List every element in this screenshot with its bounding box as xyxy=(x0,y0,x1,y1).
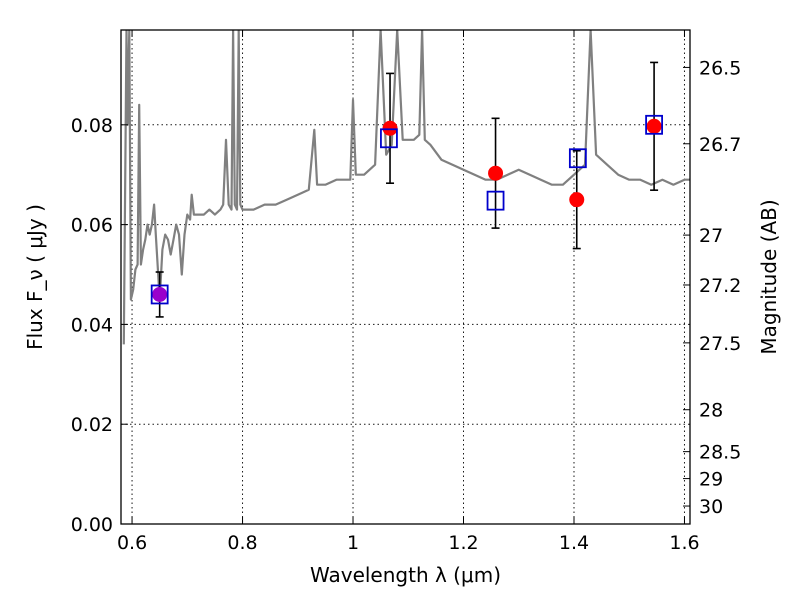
right-tick-label: 27 xyxy=(699,225,723,247)
right-tick-label: 26.5 xyxy=(699,57,741,79)
model-point xyxy=(568,148,587,169)
ticks: 0.6 0.8 1 1.2 1.4 1.6 0.00 0.02 0.04 0.06 0.08 26.5… xyxy=(71,30,741,554)
plot-frame xyxy=(120,29,691,525)
right-tick-label: 27.5 xyxy=(699,333,741,355)
model-point xyxy=(150,284,169,305)
observed-point xyxy=(382,120,398,136)
spectrum-line xyxy=(122,30,690,345)
data-points xyxy=(150,61,663,318)
right-tick-label: 27.2 xyxy=(699,275,741,297)
right-tick-label: 29 xyxy=(699,469,723,491)
x-tick-label: 1.6 xyxy=(669,532,699,554)
right-tick-label: 28 xyxy=(699,400,723,422)
x-tick-label: 1.4 xyxy=(559,532,589,554)
y-axis-label: Flux F_ν ( μJy ) xyxy=(23,204,47,350)
y-tick-label: 0.04 xyxy=(71,314,113,336)
grid xyxy=(121,30,690,524)
spectrum-path xyxy=(122,30,690,345)
y-tick-label: 0.06 xyxy=(71,215,113,237)
y-tick-label: 0.00 xyxy=(71,514,113,536)
right-axis-label: Magnitude (AB) xyxy=(757,199,781,354)
x-tick-label: 0.8 xyxy=(227,532,257,554)
right-tick-label: 28.5 xyxy=(699,442,741,464)
model-point xyxy=(645,114,663,135)
right-tick-label: 30 xyxy=(699,496,723,518)
observed-point xyxy=(646,118,662,134)
model-point xyxy=(380,128,398,149)
y-tick-label: 0.02 xyxy=(71,414,113,436)
x-axis-label: Wavelength λ (μm) xyxy=(310,563,501,587)
observed-point xyxy=(152,286,168,302)
x-tick-label: 1.2 xyxy=(448,532,478,554)
observed-point xyxy=(488,165,504,181)
y-tick-label: 0.08 xyxy=(71,115,113,137)
model-point xyxy=(486,190,505,211)
observed-point xyxy=(569,192,585,208)
x-tick-label: 0.6 xyxy=(117,532,147,554)
x-tick-label: 1 xyxy=(347,532,359,554)
right-tick-label: 26.7 xyxy=(699,134,741,156)
